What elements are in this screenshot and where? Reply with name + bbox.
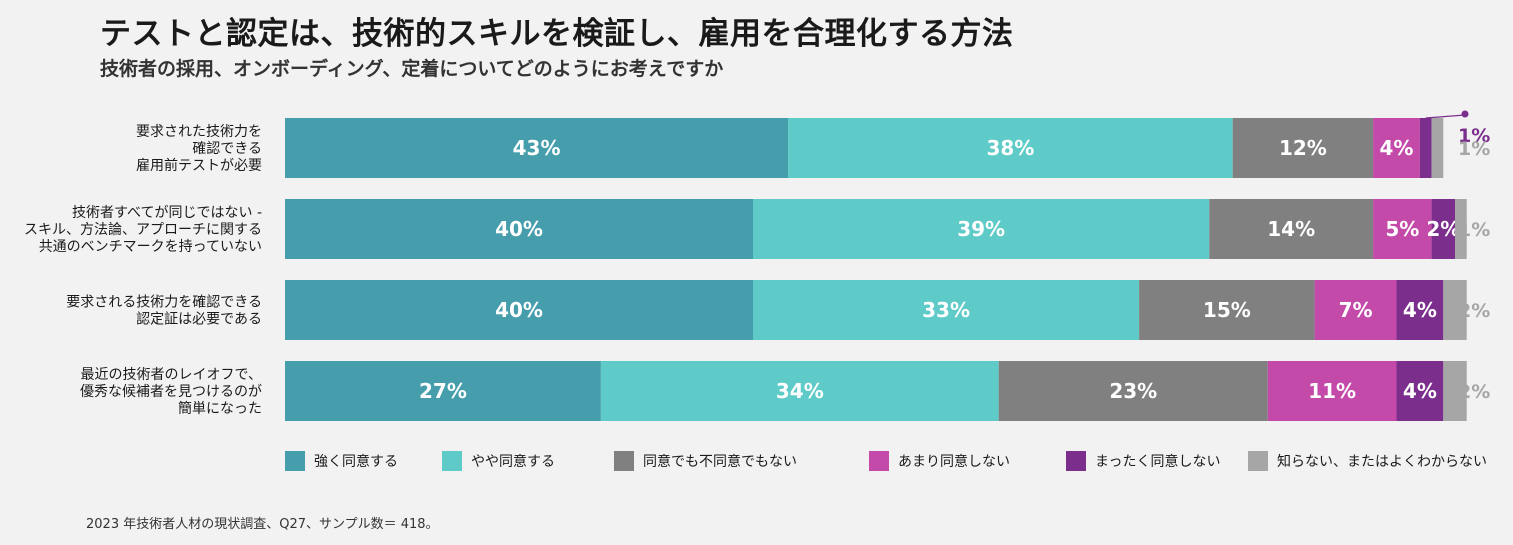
data-label: 12%	[1279, 136, 1327, 160]
legend-label: まったく同意しない	[1095, 453, 1220, 470]
legend-swatch	[1248, 451, 1268, 471]
bar-segment	[1443, 280, 1467, 340]
data-label: 39%	[957, 217, 1005, 241]
legend-label: やや同意する	[471, 453, 555, 470]
legend-item: やや同意する	[442, 451, 555, 471]
category-label-line: スキル、方法論、アプローチに関する	[24, 222, 262, 238]
bar-segment	[1431, 199, 1455, 259]
bar-segment	[285, 280, 753, 340]
bar-segment	[1232, 118, 1374, 178]
data-label: 2%	[1426, 217, 1460, 241]
data-label: 1%	[1458, 138, 1490, 160]
bar-segment	[753, 199, 1210, 259]
category-label: 最近の技術者のレイオフで、優秀な候補者を見つけるのが簡単になった	[80, 367, 262, 417]
bar-segment	[285, 199, 753, 259]
bar-segment	[1314, 280, 1397, 340]
data-label: 1%	[1458, 125, 1490, 147]
label-leader-dot	[1461, 110, 1469, 118]
label-leader-line	[1425, 114, 1466, 119]
bar-segment	[753, 280, 1140, 340]
category-label-line: 確認できる	[192, 141, 262, 157]
data-label: 40%	[495, 298, 543, 322]
legend-label: あまり同意しない	[898, 453, 1010, 470]
legend-swatch	[869, 451, 889, 471]
page-title: テストと認定は、技術的スキルを検証し、雇用を合理化する方法	[100, 16, 1014, 52]
category-label-line: 優秀な候補者を見つけるのが	[80, 384, 262, 400]
bar-segment	[1373, 118, 1420, 178]
category-label: 技術者すべてが同じではない -スキル、方法論、アプローチに関する共通のベンチマー…	[24, 205, 262, 255]
data-label: 27%	[419, 379, 467, 403]
category-label-line: 認定証は必要である	[136, 312, 262, 328]
bar-segment	[1455, 199, 1467, 259]
data-label: 11%	[1308, 379, 1356, 403]
data-label: 33%	[922, 298, 970, 322]
data-label: 4%	[1403, 298, 1437, 322]
data-label: 38%	[986, 136, 1034, 160]
bar-segment	[1396, 280, 1444, 340]
legend-item: まったく同意しない	[1066, 451, 1220, 471]
category-label-line: 要求された技術力を	[136, 124, 262, 140]
category-label-line: 共通のベンチマークを持っていない	[39, 239, 262, 255]
bar-segment	[1419, 118, 1432, 178]
bar-segment	[1373, 199, 1432, 259]
bar-segment	[285, 118, 789, 178]
category-label-line: 要求される技術力を確認できる	[66, 295, 262, 311]
legend-item: 強く同意する	[285, 451, 398, 471]
data-label: 23%	[1109, 379, 1157, 403]
legend-label: 知らない、またはよくわからない	[1277, 453, 1487, 470]
bar-segment	[600, 361, 999, 421]
category-label-line: 簡単になった	[178, 401, 262, 417]
legend-item: 知らない、またはよくわからない	[1248, 451, 1487, 471]
page-subtitle: 技術者の採用、オンボーディング、定着についてどのようにお考えですか	[100, 58, 724, 80]
category-label: 要求された技術力を確認できる雇用前テストが必要	[136, 124, 262, 174]
data-label: 5%	[1385, 217, 1419, 241]
bar-segment	[1139, 280, 1315, 340]
footnote: 2023 年技術者人材の現状調査、Q27、サンプル数＝ 418。	[86, 517, 439, 532]
legend-swatch	[442, 451, 462, 471]
legend-item: あまり同意しない	[869, 451, 1010, 471]
bar-segment	[1209, 199, 1374, 259]
data-label: 1%	[1458, 219, 1490, 241]
bar-segment	[285, 361, 601, 421]
data-label: 40%	[495, 217, 543, 241]
data-label: 2%	[1458, 300, 1490, 322]
legend-item: 同意でも不同意でもない	[614, 451, 797, 471]
legend-swatch	[1066, 451, 1086, 471]
data-label: 4%	[1380, 136, 1414, 160]
data-label: 2%	[1458, 381, 1490, 403]
category-label: 要求される技術力を確認できる認定証は必要である	[66, 295, 262, 328]
data-label: 4%	[1403, 379, 1437, 403]
bar-segment	[1396, 361, 1444, 421]
bar-segment	[1431, 118, 1444, 178]
category-label-line: 最近の技術者のレイオフで、	[81, 367, 262, 383]
bar-segment	[1267, 361, 1397, 421]
category-label-line: 技術者すべてが同じではない -	[72, 205, 262, 221]
bar-segment	[788, 118, 1233, 178]
category-label-line: 雇用前テストが必要	[136, 157, 262, 174]
legend-swatch	[614, 451, 634, 471]
data-label: 43%	[513, 136, 561, 160]
legend-label: 強く同意する	[314, 453, 398, 470]
data-label: 14%	[1267, 217, 1315, 241]
bar-segment	[1443, 361, 1467, 421]
data-label: 7%	[1339, 298, 1373, 322]
bar-segment	[998, 361, 1268, 421]
data-label: 15%	[1203, 298, 1251, 322]
data-label: 34%	[776, 379, 824, 403]
legend-label: 同意でも不同意でもない	[643, 453, 797, 470]
legend-swatch	[285, 451, 305, 471]
